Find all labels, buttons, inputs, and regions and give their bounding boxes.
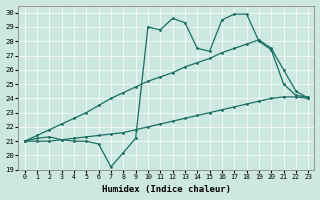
X-axis label: Humidex (Indice chaleur): Humidex (Indice chaleur) [102,185,231,194]
